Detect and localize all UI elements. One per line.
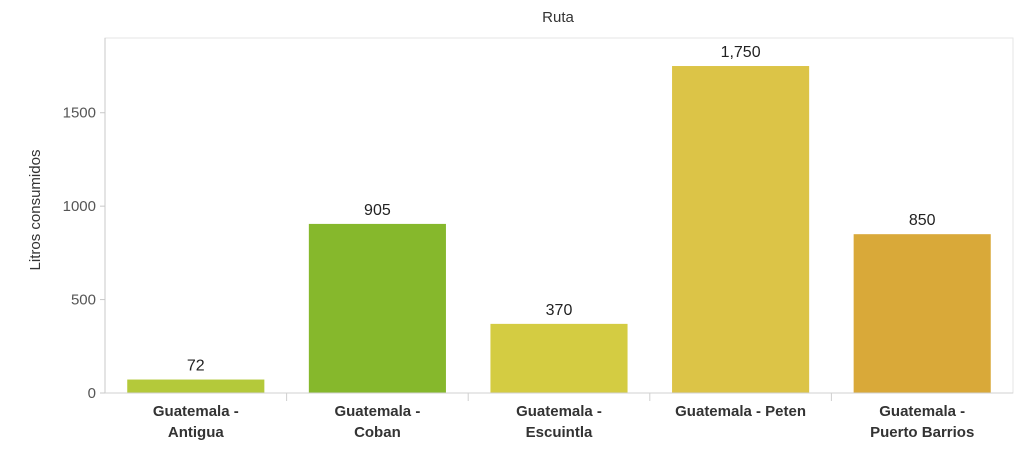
x-tick-label: Escuintla	[526, 424, 593, 441]
y-tick-label: 1500	[63, 105, 96, 122]
bar-value-label: 370	[546, 302, 573, 319]
chart-title: Ruta	[542, 9, 574, 26]
x-tick-label: Guatemala -	[516, 403, 602, 420]
bar	[308, 223, 446, 393]
x-tick-label: Puerto Barrios	[870, 424, 974, 441]
y-tick-label: 500	[71, 292, 96, 309]
x-tick-label: Coban	[354, 424, 401, 441]
y-tick-label: 1000	[63, 198, 96, 215]
x-tick-label: Antigua	[168, 424, 224, 441]
plot-area: 0 500 1000 1500 72 Guatemala - Antigua 905 Guate…	[63, 37, 1014, 441]
bar	[490, 323, 628, 393]
y-axis-label: Litros consumidos	[27, 150, 44, 271]
bar-value-label: 850	[909, 212, 936, 229]
bar	[127, 379, 265, 393]
x-tick-label: Guatemala -	[153, 403, 239, 420]
bar-value-label: 1,750	[721, 44, 761, 61]
bar-value-label: 72	[187, 358, 205, 375]
bar	[672, 66, 810, 394]
x-tick-label: Guatemala - Peten	[675, 403, 806, 420]
x-tick-label: Guatemala -	[879, 403, 965, 420]
y-tick-label: 0	[88, 385, 96, 402]
bar	[853, 234, 991, 393]
bar-value-label: 905	[364, 202, 391, 219]
x-tick-label: Guatemala -	[334, 403, 420, 420]
